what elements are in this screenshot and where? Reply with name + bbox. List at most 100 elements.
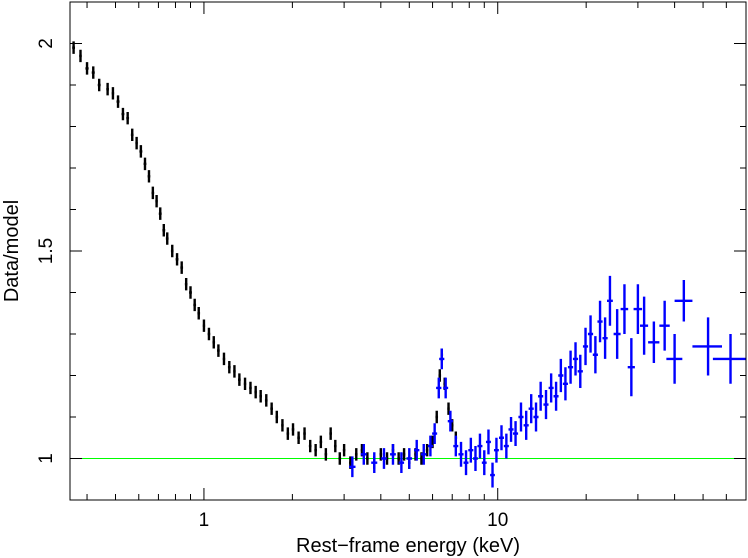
data-point: [533, 402, 539, 432]
data-point: [233, 365, 236, 378]
data-point: [264, 394, 268, 407]
tick-labels-group: 1 10 1 1.5 2: [36, 38, 508, 531]
data-point: [349, 456, 356, 478]
data-point: [648, 321, 660, 364]
data-point: [414, 439, 420, 461]
data-point: [275, 410, 279, 424]
data-point: [170, 244, 174, 258]
data-point: [548, 373, 554, 403]
data-point: [259, 390, 262, 403]
data-point: [607, 275, 613, 326]
data-point: [121, 107, 125, 121]
data-point: [286, 427, 290, 440]
data-point: [381, 448, 387, 469]
data-point: [481, 450, 487, 476]
data-point: [184, 277, 188, 291]
data-point: [308, 439, 312, 453]
data-point: [666, 334, 683, 384]
data-point: [193, 298, 197, 312]
data-point: [567, 350, 574, 384]
data-point: [592, 336, 598, 374]
data-point: [371, 452, 378, 474]
data-point: [398, 452, 405, 474]
data-point: [485, 429, 491, 455]
data-point: [217, 344, 220, 357]
data-point: [189, 286, 192, 299]
data-point: [602, 317, 608, 359]
data-point: [155, 194, 158, 208]
data-point: [79, 49, 82, 63]
data-point: [97, 78, 101, 92]
data-point: [147, 170, 151, 183]
data-point: [402, 448, 406, 461]
y-tick-label: 1: [36, 453, 57, 464]
data-point: [243, 377, 247, 391]
data-point: [303, 427, 306, 440]
data-point: [523, 410, 529, 440]
data-point: [180, 261, 184, 274]
data-point: [324, 448, 328, 461]
y-axis-label: Data/model: [1, 200, 23, 302]
data-point: [432, 423, 438, 444]
data-point: [333, 439, 337, 453]
data-point: [238, 373, 241, 386]
data-point: [197, 307, 201, 320]
data-point: [222, 352, 226, 366]
data-point: [498, 425, 504, 451]
data-point: [342, 443, 346, 457]
data-point: [116, 95, 120, 108]
data-point: [468, 437, 474, 463]
data-point: [254, 385, 257, 399]
data-point: [627, 338, 635, 397]
data-point: [207, 327, 211, 341]
data-point: [553, 381, 559, 411]
data-point: [390, 443, 396, 465]
data-point: [633, 284, 643, 334]
data-point: [406, 448, 413, 469]
data-point: [270, 402, 273, 415]
data-point: [314, 443, 317, 457]
data-point: [291, 423, 295, 436]
data-point: [297, 431, 300, 444]
data-point: [135, 136, 138, 150]
data-point: [202, 319, 206, 332]
data-point: [354, 448, 358, 461]
data-point: [106, 82, 109, 96]
data-point: [453, 435, 459, 457]
x-tick-label: 10: [487, 510, 508, 531]
x-axis-label: Rest−frame energy (keV): [296, 535, 520, 557]
data-point: [111, 87, 115, 100]
data-point: [281, 419, 284, 432]
data-point: [329, 427, 332, 440]
data-point: [85, 62, 89, 75]
data-point: [360, 443, 367, 465]
data-point: [420, 443, 427, 465]
data-point: [175, 253, 179, 266]
data-point: [249, 381, 252, 395]
data-point: [463, 450, 469, 476]
data-point: [528, 394, 534, 424]
data-point: [558, 358, 564, 393]
data-point: [447, 410, 453, 432]
data-point: [139, 145, 143, 158]
data-point: [227, 360, 231, 374]
data-points-group: [72, 41, 746, 488]
data-point: [503, 433, 509, 459]
data-point: [508, 417, 514, 442]
data-point: [126, 111, 130, 125]
data-point: [587, 315, 594, 353]
data-point: [572, 342, 579, 376]
data-point: [143, 157, 147, 171]
data-point: [562, 367, 568, 401]
data-point: [379, 448, 383, 461]
data-point: [435, 410, 439, 424]
y-tick-label: 1.5: [36, 238, 57, 264]
data-point: [425, 443, 429, 457]
data-point: [543, 390, 549, 420]
data-point: [712, 334, 746, 384]
data-point: [473, 446, 478, 471]
data-point: [597, 300, 603, 343]
data-point: [582, 327, 589, 366]
data-point: [477, 433, 483, 459]
